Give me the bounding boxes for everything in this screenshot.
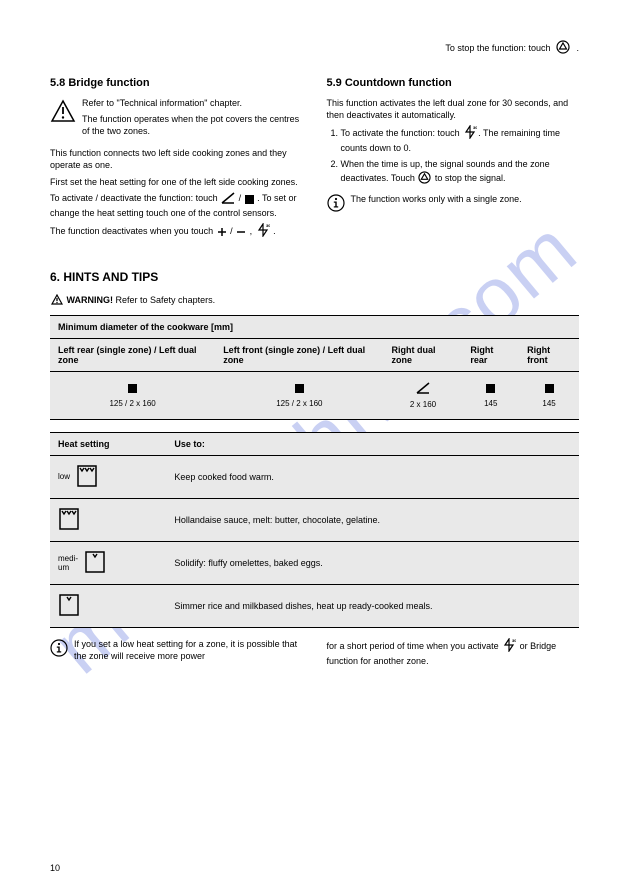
heat-use-cell: Simmer rice and milkbased dishes, heat u… [166,585,579,628]
svg-text:30: 30 [266,223,270,228]
t2-h1: Heat setting [50,433,166,456]
left-p2: First set the heat setting for one of th… [50,176,303,188]
left-toggle: To activate / deactivate the function: t… [50,192,303,219]
left-deact-text: The function deactivates when you touch [50,226,213,236]
top-columns: 5.8 Bridge function Refer to "Technical … [50,76,579,244]
square-icon [545,384,554,395]
info-icon [327,194,345,215]
heat-level-cell [50,499,166,542]
footer-right-a: for a short period of time when you acti… [327,641,499,651]
stop-circle-icon [418,171,431,187]
header-row: To stop the function: touch . [50,40,579,56]
t1-h5: Right rear [462,339,519,372]
countdown-icon: 30 [256,223,270,240]
t1-c2: 125 / 2 x 160 [223,399,375,408]
right-li-2: When the time is up, the signal sounds a… [341,158,580,186]
heat-level-icon [58,507,80,533]
left-warn-1: Refer to "Technical information" chapter… [50,97,303,109]
left-title: 5.8 Bridge function [50,76,303,91]
square-icon [128,384,137,395]
t1-h3: Left front (single zone) / Left dual zon… [215,339,383,372]
t1-c3: 2 x 160 [392,400,455,409]
svg-text:30: 30 [473,125,477,130]
page-content: To stop the function: touch . 5.8 Bridge… [0,0,629,697]
t1-h6: Right front [519,339,579,372]
left-p1: This function connects two left side coo… [50,147,303,171]
t1-c1: 125 / 2 x 160 [58,399,207,408]
heat-level-cell [50,585,166,628]
bridge-icon [221,192,235,207]
t1-row: 125 / 2 x 160 125 / 2 x 160 2 x 160 145 … [50,372,579,420]
square-icon [295,384,304,395]
left-toggle-text: To activate / deactivate the function: t… [50,193,218,203]
right-li-1a: To activate the function: touch [341,128,460,138]
right-list: To activate the function: touch 30 . The… [341,125,580,187]
t1-c4: 145 [470,399,511,408]
warning-label: WARNING! [67,295,114,305]
countdown-icon: 30 [463,125,477,142]
table-row: low Keep cooked food warm. [50,456,579,499]
t2-h2: Use to: [166,433,579,456]
heat-level-cell: medi- um [50,542,166,585]
bridge-icon [416,382,430,396]
right-li-2b: to stop the signal. [435,173,506,183]
right-title: 5.9 Countdown function [327,76,580,91]
left-warn-2: The function operates when the pot cover… [50,113,303,137]
footer-right-text: for a short period of time when you acti… [327,638,580,667]
table-row: Hollandaise sauce, melt: butter, chocola… [50,499,579,542]
square-icon [245,195,254,207]
warning-icon [51,294,63,307]
warning-text: Refer to Safety chapters. [116,295,216,305]
heat-use-cell: Hollandaise sauce, melt: butter, chocola… [166,499,579,542]
col-right: 5.9 Countdown function This function act… [327,76,580,244]
t1-h2: Left rear (single zone) / Left dual zone [50,339,215,372]
footer-left-text: If you set a low heat setting for a zone… [50,638,303,662]
heat-level-icon [84,550,106,576]
minus-icon [236,227,246,240]
col-left: 5.8 Bridge function Refer to "Technical … [50,76,303,244]
countdown-icon: 30 [502,638,516,655]
heat-level-icon [76,464,98,490]
svg-text:30: 30 [512,638,516,643]
table-row: Simmer rice and milkbased dishes, heat u… [50,585,579,628]
left-deact: The function deactivates when you touch … [50,223,303,240]
cookware-table: Minimum diameter of the cookware [mm] Le… [50,315,579,420]
right-p1: This function activates the left dual zo… [327,97,580,121]
plus-icon [217,227,227,240]
heat-level-icon [58,593,80,619]
footer-columns: If you set a low heat setting for a zone… [50,638,579,667]
heat-table: Heat setting Use to: low Keep cooked foo… [50,432,579,628]
table-row: medi- um Solidify: fluffy omelettes, bak… [50,542,579,585]
warning-icon [50,99,76,126]
info-icon [50,639,68,660]
header-text: To stop the function: touch [445,43,550,53]
t1-head-main: Minimum diameter of the cookware [mm] [50,316,579,339]
section-6-lead: WARNING! Refer to Safety chapters. [50,294,579,307]
header-period: . [576,43,579,53]
section-6-title: 6. HINTS AND TIPS [50,270,579,284]
right-li-1: To activate the function: touch 30 . The… [341,125,580,154]
page-number: 10 [50,863,60,873]
heat-use-cell: Keep cooked food warm. [166,456,579,499]
stop-circle-icon [556,40,570,56]
t1-c5: 145 [527,399,571,408]
square-icon [486,384,495,395]
t1-h4: Right dual zone [384,339,463,372]
heat-use-cell: Solidify: fluffy omelettes, baked eggs. [166,542,579,585]
right-info: The function works only with a single zo… [327,193,580,205]
heat-level-cell: low [50,456,166,499]
